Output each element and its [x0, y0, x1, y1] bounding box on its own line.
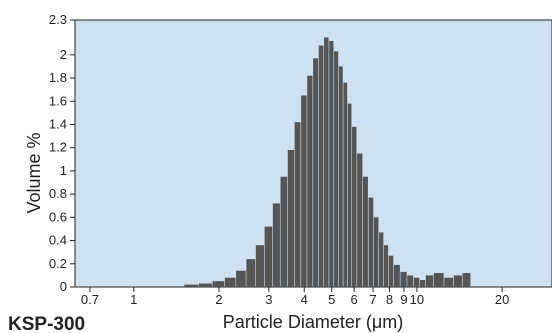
- bar: [313, 58, 318, 287]
- bar: [400, 272, 406, 287]
- y-tick-label: 2.3: [49, 12, 67, 27]
- y-tick-label: 0: [60, 279, 67, 294]
- x-tick-label: 7: [369, 292, 376, 307]
- y-tick-label: 0.4: [49, 233, 67, 248]
- x-axis: 0.7 1 2 3 4 5 6 7 8 9 10 20: [81, 287, 509, 307]
- bar: [420, 280, 425, 287]
- bar: [343, 83, 347, 287]
- bar: [363, 177, 368, 287]
- bar: [384, 245, 388, 287]
- bar: [246, 259, 255, 287]
- x-tick-label: 4: [301, 292, 308, 307]
- bar: [407, 275, 413, 287]
- x-tick-label: 20: [495, 292, 509, 307]
- x-tick-label: 0.7: [81, 292, 99, 307]
- x-tick-label: 10: [410, 292, 424, 307]
- bar: [463, 273, 471, 287]
- bar: [389, 256, 394, 287]
- bar: [199, 284, 212, 287]
- bar: [288, 150, 294, 287]
- x-tick-label: 6: [350, 292, 357, 307]
- bar: [374, 217, 379, 287]
- bar: [301, 95, 307, 287]
- bar: [357, 154, 362, 288]
- bar: [319, 46, 324, 287]
- bar: [213, 281, 225, 287]
- bar: [281, 177, 288, 287]
- y-tick-label: 1.4: [49, 116, 67, 131]
- x-tick-label: 3: [265, 292, 272, 307]
- bar: [307, 76, 312, 287]
- y-tick-label: 0.8: [49, 186, 67, 201]
- bar: [324, 37, 329, 287]
- bar: [352, 127, 356, 287]
- bar: [295, 122, 301, 287]
- y-tick-label: 0.6: [49, 209, 67, 224]
- bar: [454, 275, 462, 287]
- bar: [265, 227, 273, 287]
- bar: [339, 66, 343, 287]
- y-axis-title: Volume %: [24, 132, 44, 213]
- bar: [434, 273, 444, 287]
- y-tick-label: 1: [60, 163, 67, 178]
- x-tick-label: 1: [130, 292, 137, 307]
- bar: [426, 275, 434, 287]
- y-tick-label: 1.2: [49, 140, 67, 155]
- bar: [348, 104, 352, 287]
- bar: [225, 278, 236, 287]
- bar: [256, 245, 264, 287]
- y-tick-label: 2: [60, 47, 67, 62]
- y-axis: 0 0.2 0.4 0.6 0.8 1 1.2 1.4 1.6 1.8 2 2.3: [49, 12, 75, 294]
- bar: [414, 278, 420, 287]
- y-tick-label: 0.2: [49, 256, 67, 271]
- x-axis-title: Particle Diameter (μm): [223, 312, 403, 332]
- y-tick-label: 1.6: [49, 93, 67, 108]
- x-tick-label: 8: [386, 292, 393, 307]
- bar: [329, 41, 333, 287]
- x-tick-label: 9: [400, 292, 407, 307]
- bar: [236, 271, 246, 287]
- x-tick-label: 2: [215, 292, 222, 307]
- bar: [184, 285, 198, 287]
- footer-label: KSP-300: [8, 314, 85, 333]
- x-tick-label: 5: [328, 292, 335, 307]
- bar: [379, 232, 383, 287]
- bar: [369, 198, 374, 287]
- y-tick-label: 1.8: [49, 70, 67, 85]
- bar: [394, 265, 400, 287]
- bar: [334, 51, 338, 287]
- bar: [273, 203, 280, 287]
- bar: [444, 278, 453, 287]
